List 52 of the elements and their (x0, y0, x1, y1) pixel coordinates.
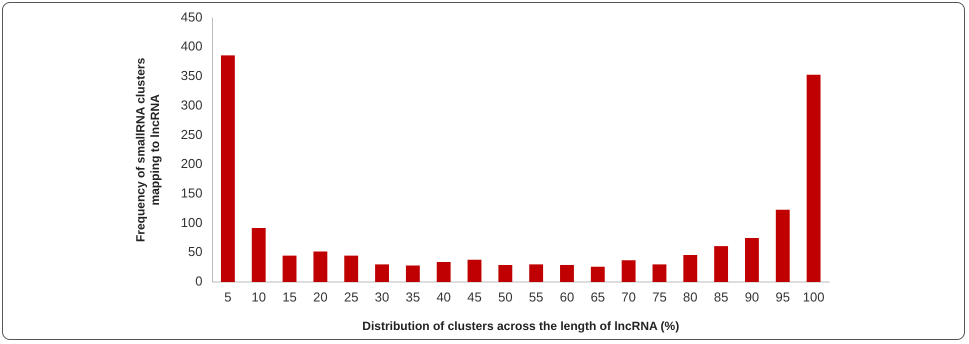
x-tick-label: 5 (224, 289, 232, 304)
x-tick-label: 25 (344, 289, 358, 304)
y-tick-label: 0 (195, 274, 202, 289)
x-tick-label: 20 (313, 289, 328, 304)
bar (252, 228, 266, 282)
x-tick-label: 65 (590, 289, 606, 304)
y-tick-label: 200 (180, 156, 202, 172)
bar (344, 256, 358, 282)
bar (590, 266, 605, 282)
x-tick-label: 15 (282, 289, 297, 304)
bar (313, 251, 328, 282)
y-tick-label: 100 (180, 214, 202, 230)
x-tick-label: 45 (467, 289, 482, 304)
bar (468, 260, 482, 282)
x-tick-label: 90 (744, 289, 760, 304)
y-tick-label: 50 (188, 244, 202, 260)
x-tick-label: 55 (528, 289, 544, 304)
y-tick-label: 450 (180, 9, 202, 24)
bar (806, 74, 821, 282)
bar (776, 210, 790, 282)
x-tick-label: 50 (498, 289, 513, 304)
bar (375, 264, 389, 282)
bar (560, 264, 574, 282)
bar (436, 262, 451, 282)
y-tick-label: 400 (180, 38, 202, 54)
x-tick-label: 95 (776, 289, 790, 304)
y-axis-title: Frequency of smallRNA clusters mapping to lncRNA (134, 57, 162, 242)
bar (529, 264, 544, 282)
bar (745, 238, 759, 282)
y-tick-label: 150 (180, 186, 202, 201)
bar (652, 264, 666, 282)
bar (220, 55, 235, 282)
x-tick-label: 80 (683, 289, 698, 304)
x-tick-label: 60 (560, 289, 574, 304)
x-tick-label: 85 (714, 289, 728, 304)
x-tick-label: 100 (802, 289, 824, 304)
y-tick-label: 350 (180, 68, 202, 84)
y-tick-label: 300 (180, 97, 202, 112)
x-tick-label: 30 (374, 289, 390, 304)
bar (622, 260, 636, 282)
x-axis-title: Distribution of clusters across the length of lncRNA (%) (362, 319, 680, 334)
y-tick-label: 250 (180, 126, 202, 142)
bar (406, 266, 420, 282)
x-tick-label: 70 (621, 289, 636, 304)
bar (282, 256, 296, 282)
x-tick-label: 10 (251, 289, 266, 304)
bar (714, 246, 728, 282)
x-tick-label: 75 (652, 289, 667, 304)
x-tick-label: 35 (406, 289, 420, 304)
bar (498, 264, 512, 282)
x-tick-label: 40 (436, 289, 451, 304)
bar (683, 254, 698, 282)
